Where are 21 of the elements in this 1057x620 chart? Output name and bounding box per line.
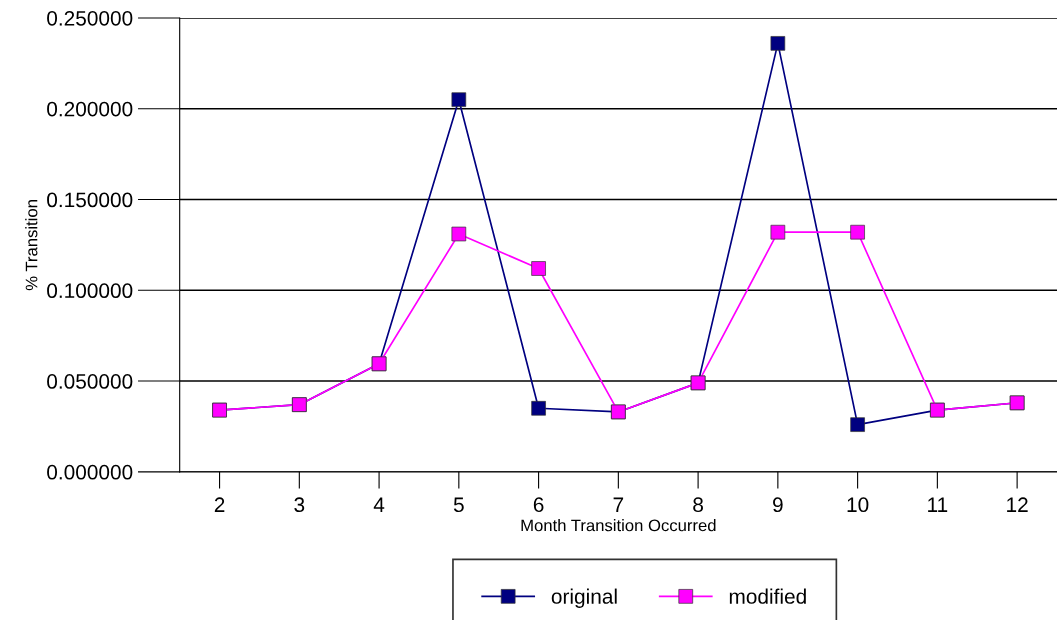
y-tick-label: 0.250000 <box>47 10 133 26</box>
x-tick-label: 7 <box>613 497 624 512</box>
x-tick-label: 2 <box>214 497 225 512</box>
y-tick-label: 0.100000 <box>47 283 133 299</box>
x-tick-label: 12 <box>1007 497 1028 512</box>
y-tick-label: 0.000000 <box>47 464 133 480</box>
x-axis-title: Month Transition Occurred <box>521 519 716 532</box>
x-tick-label: 11 <box>928 497 948 512</box>
y-tick-label: 0.200000 <box>47 101 133 117</box>
x-tick-label: 5 <box>453 497 464 513</box>
x-tick-label: 3 <box>294 497 305 513</box>
y-tick-label: 0.050000 <box>47 374 133 389</box>
legend-label: original <box>551 588 617 608</box>
x-tick-label: 10 <box>847 497 869 513</box>
legend-label: modified <box>729 588 806 604</box>
x-tick-label: 8 <box>693 497 703 513</box>
y-tick-label: 0.150000 <box>47 192 133 208</box>
x-tick-label: 9 <box>773 497 783 513</box>
y-axis-title: % Transition <box>25 200 38 291</box>
x-tick-label: 6 <box>533 497 544 513</box>
x-tick-label: 4 <box>373 497 385 512</box>
